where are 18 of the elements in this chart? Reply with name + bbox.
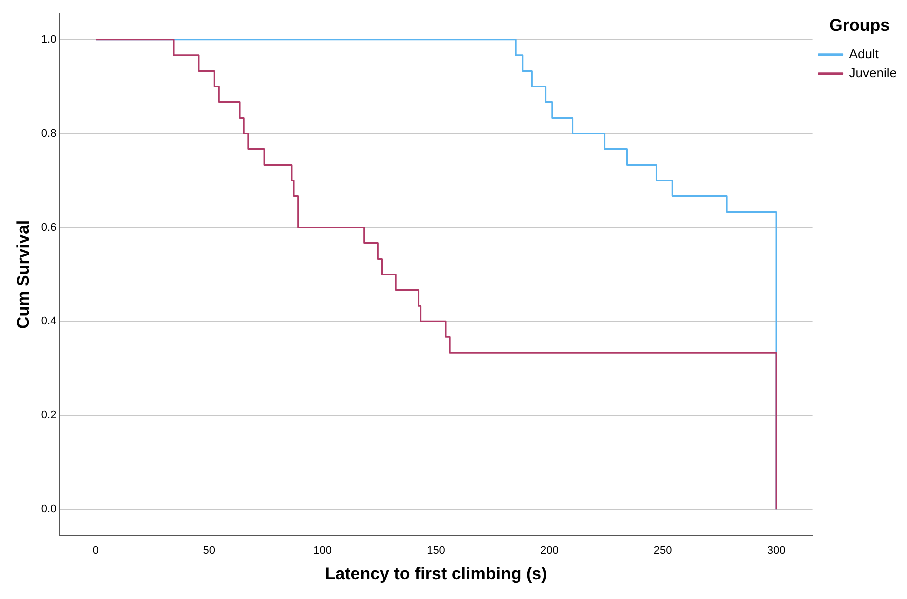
- x-axis-title: Latency to first climbing (s): [325, 564, 548, 584]
- x-tick-label: 300: [767, 545, 786, 558]
- x-tick-label: 150: [427, 545, 446, 558]
- y-tick-label: 0.2: [41, 410, 57, 422]
- y-tick-label: 1.0: [41, 34, 57, 46]
- legend-title: Groups: [830, 16, 890, 36]
- y-tick-label: 0.8: [41, 128, 57, 140]
- legend-label: Adult: [849, 46, 880, 62]
- x-tick-label: 0: [92, 545, 100, 558]
- x-tick-label: 200: [540, 545, 559, 558]
- y-axis-title: Cum Survival: [14, 220, 33, 330]
- x-tick-label: 100: [314, 545, 332, 558]
- y-tick-label: 0.0: [41, 504, 57, 516]
- legend-label: Juvenile: [849, 65, 898, 80]
- y-tick-label: 0.4: [41, 316, 57, 328]
- x-tick-label: 50: [203, 545, 216, 558]
- y-tick-label: 0.6: [41, 222, 57, 234]
- x-tick-label: 250: [654, 545, 672, 558]
